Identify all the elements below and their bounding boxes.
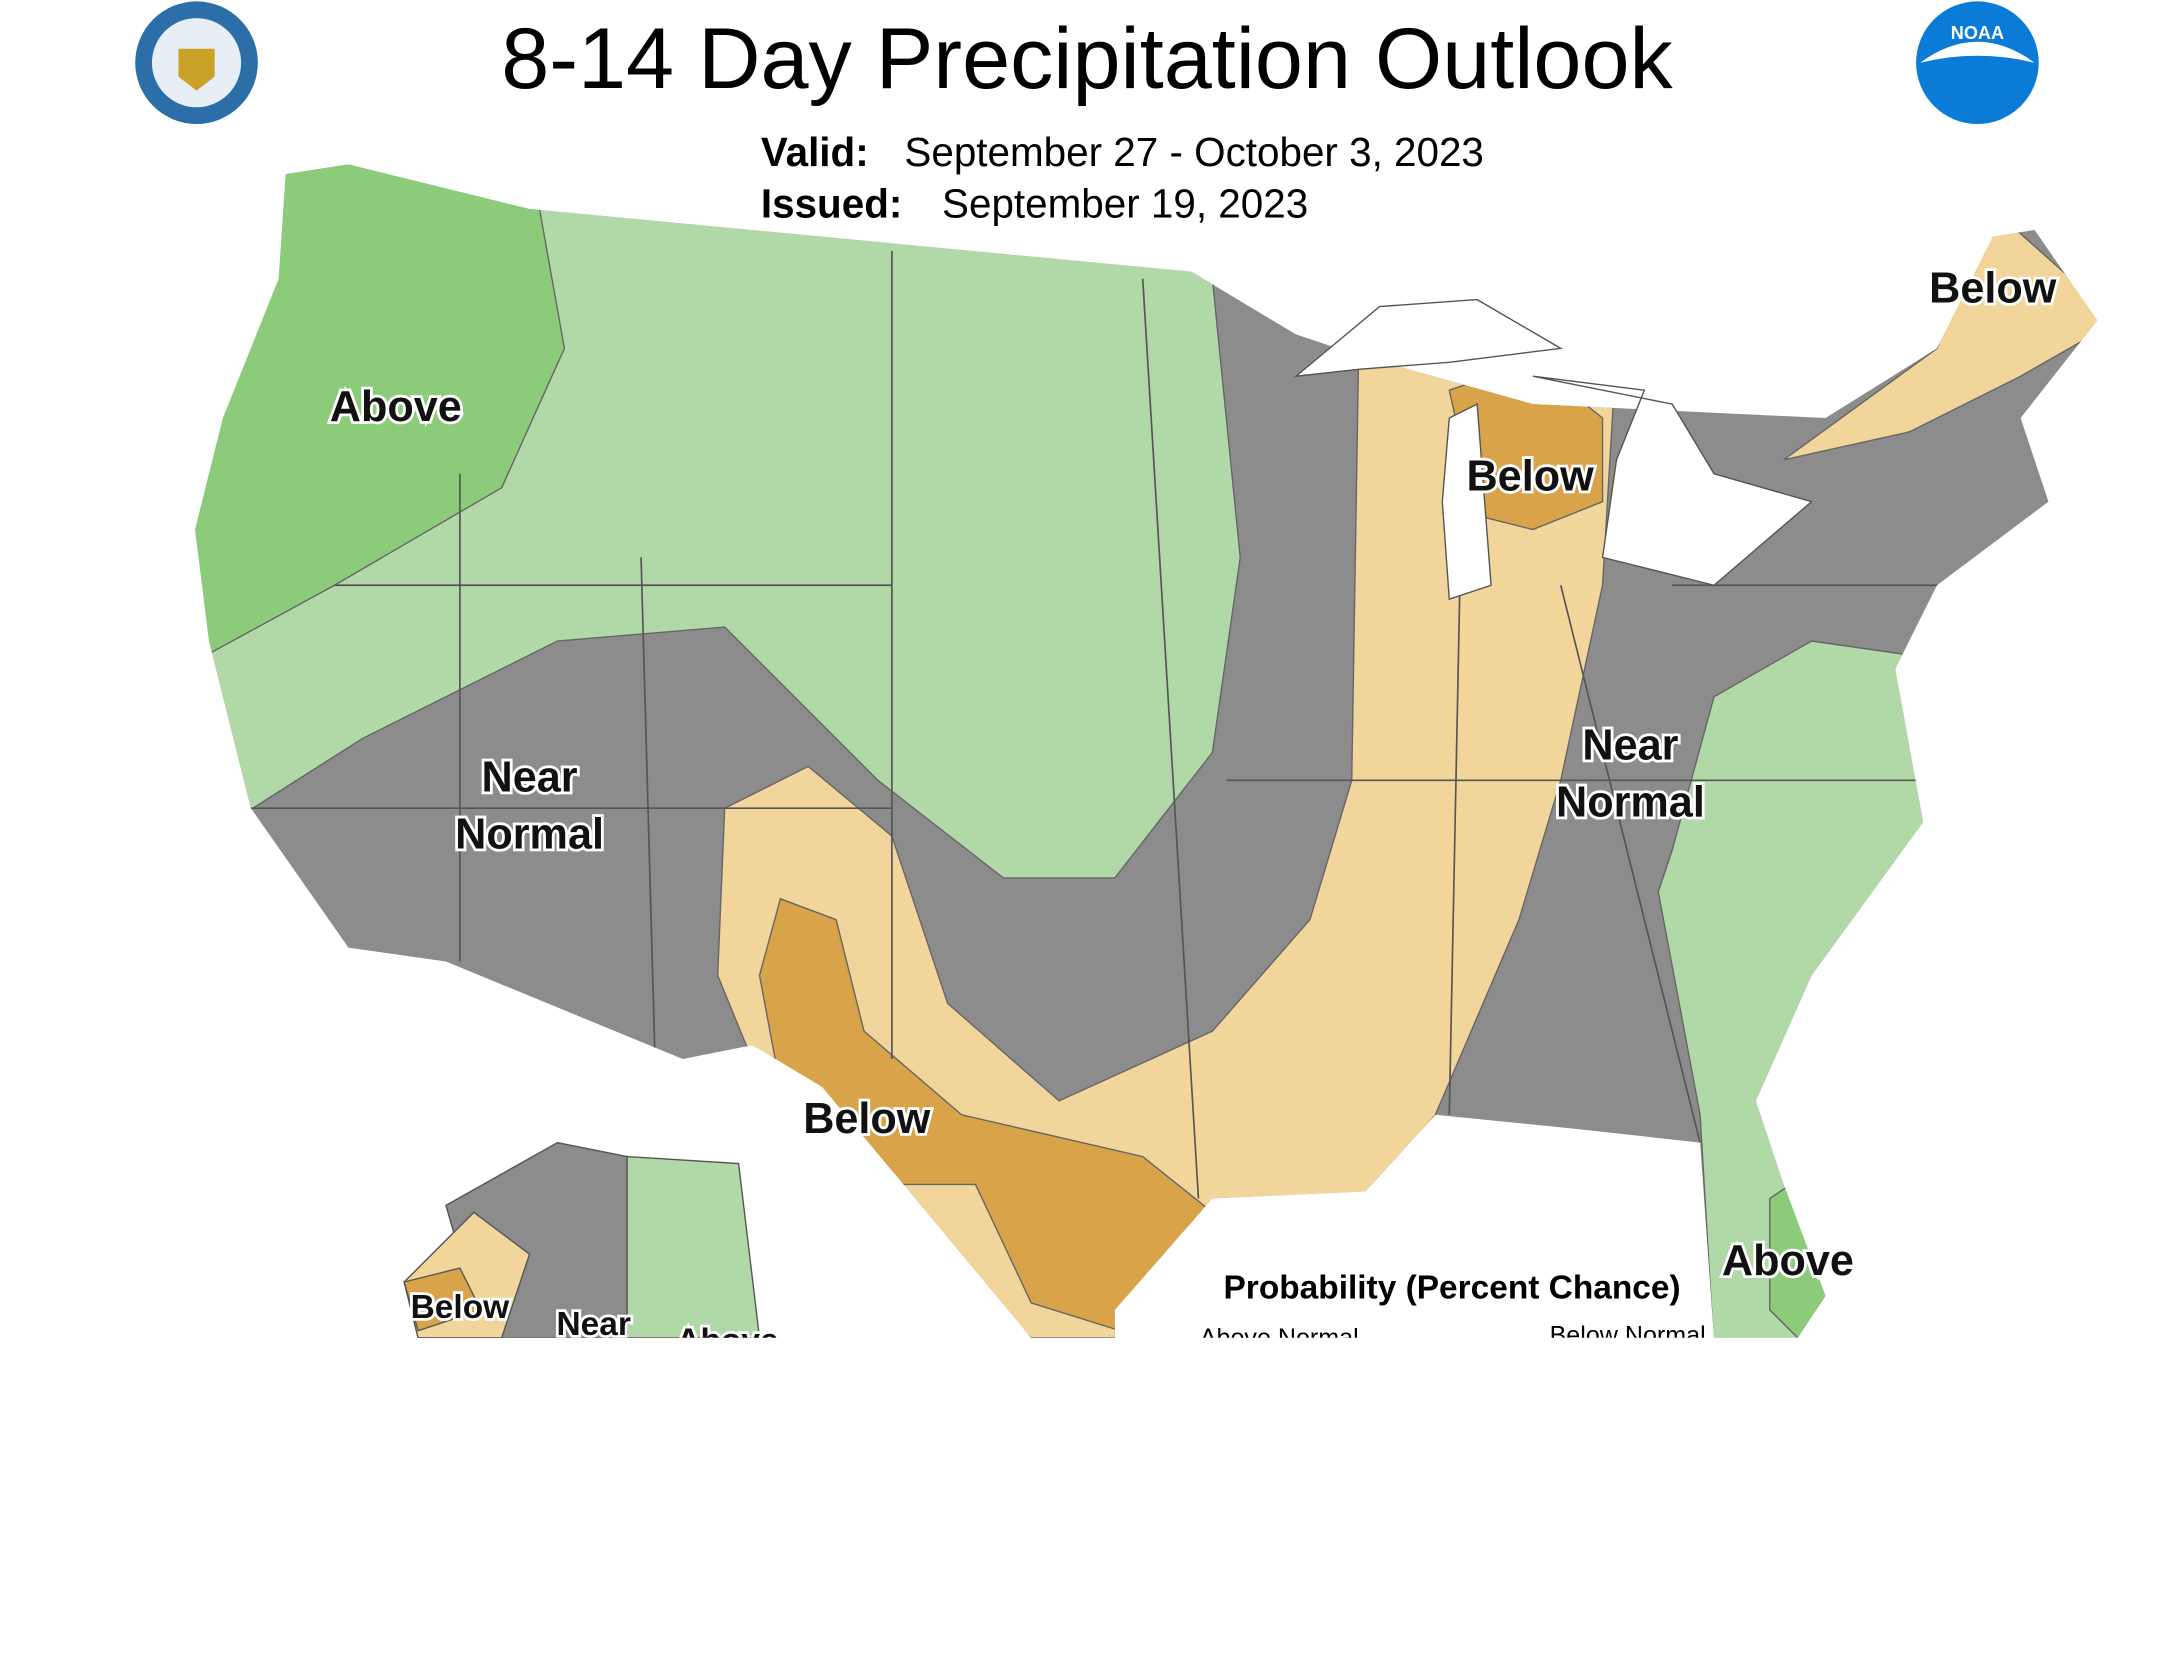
legend-title: Probability (Percent Chance) (1224, 1270, 1681, 1307)
label-line: Normal (1556, 779, 1705, 827)
noaa-text: NOAA (1951, 23, 2004, 43)
label-line: Near (1582, 721, 1678, 769)
valid-dates: September 27 - October 3, 2023 (904, 129, 1484, 175)
issued-label: Issued: (761, 180, 902, 226)
region-label: Above (1722, 1237, 1854, 1285)
alaska-label: Above (676, 1323, 778, 1360)
region-label: Above (330, 383, 462, 431)
legend-above: Above Normal (1200, 1324, 1359, 1352)
label-line: Normal (455, 811, 604, 859)
noaa-logo: NOAA (1916, 1, 2039, 125)
issued-date: September 19, 2023 (942, 180, 1308, 226)
title: 8-14 Day Precipitation Outlook (501, 11, 1673, 107)
label-line: Near (482, 753, 578, 801)
alaska-label: Below (411, 1289, 510, 1326)
region-label: Below (1467, 453, 1595, 501)
region-label: Near Normal (1556, 721, 1705, 826)
region-label: Below (803, 1095, 931, 1143)
valid-label: Valid: (761, 129, 869, 175)
doc-seal (135, 1, 258, 125)
region-label: Near Normal (455, 753, 604, 858)
region-label: Below (1929, 264, 2057, 312)
legend-below: Below Normal (1550, 1321, 1706, 1349)
alaska-label: Near (556, 1306, 630, 1343)
